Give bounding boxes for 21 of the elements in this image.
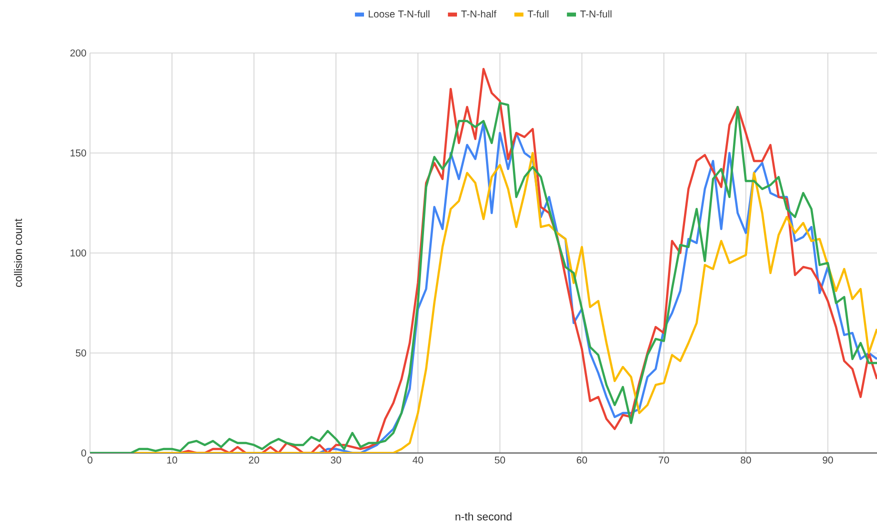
- y-tick-label: 0: [81, 449, 86, 457]
- x-tick-label: 40: [412, 456, 424, 464]
- y-tick-label: 50: [76, 349, 86, 357]
- y-tick-label: 100: [70, 249, 86, 257]
- y-tick-label: 200: [70, 49, 86, 57]
- x-tick-label: 90: [822, 456, 833, 464]
- legend-label: T-N-half: [461, 10, 496, 18]
- x-tick-label: 80: [740, 456, 751, 464]
- x-axis-title: n-th second: [456, 512, 512, 520]
- x-tick-label: 70: [658, 456, 670, 464]
- y-axis-title: collision count: [14, 218, 22, 287]
- x-tick-label: 0: [88, 456, 92, 464]
- x-tick-label: 20: [248, 456, 260, 464]
- legend-label: T-full: [528, 10, 548, 18]
- x-tick-label: 50: [494, 456, 506, 464]
- legend-label: Loose T-N-full: [368, 10, 430, 18]
- x-tick-label: 30: [330, 456, 342, 464]
- y-tick-label: 150: [70, 149, 86, 157]
- x-tick-label: 10: [167, 456, 178, 464]
- x-tick-label: 60: [576, 456, 588, 464]
- legend-label: T-N-full: [580, 10, 612, 18]
